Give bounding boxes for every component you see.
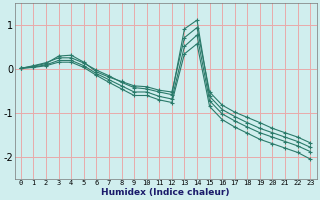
X-axis label: Humidex (Indice chaleur): Humidex (Indice chaleur) xyxy=(101,188,230,197)
